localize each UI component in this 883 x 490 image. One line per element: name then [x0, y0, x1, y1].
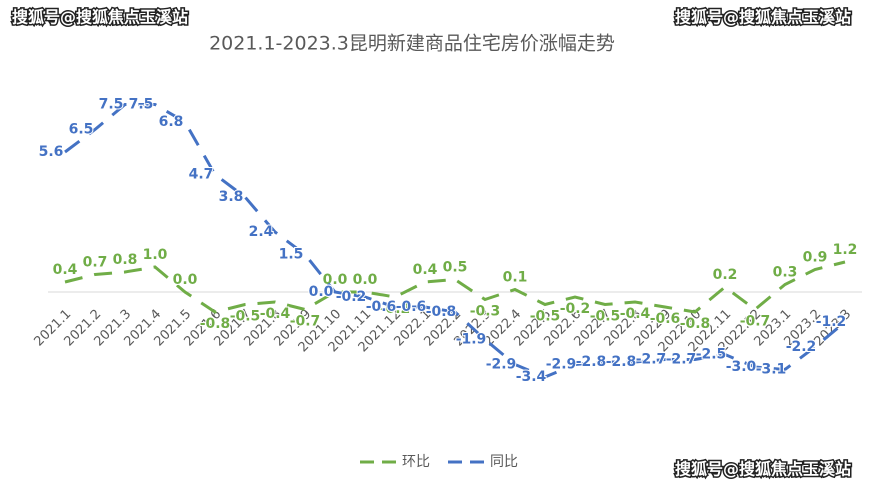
data-label: -0.7 — [290, 314, 321, 330]
data-label: -0.2 — [560, 301, 591, 317]
watermark: 搜狐号@搜狐焦点玉溪站 — [675, 8, 851, 27]
data-label: -0.5 — [590, 309, 621, 325]
data-label: -2.8 — [576, 354, 607, 370]
data-label: -3.4 — [516, 369, 547, 385]
chart-title: 2021.1-2023.3昆明新建商品住宅房价涨幅走势 — [209, 33, 615, 55]
data-label: -0.6 — [650, 311, 681, 327]
data-label: 0.0 — [353, 272, 378, 288]
data-label: 7.5 — [129, 97, 154, 113]
data-label: 1.0 — [143, 247, 168, 263]
data-label: -3.1 — [756, 362, 787, 378]
legend-label: 环比 — [402, 454, 430, 470]
data-label: -0.4 — [260, 306, 291, 322]
data-label: 2.4 — [249, 224, 274, 240]
data-label: 3.8 — [219, 189, 244, 205]
data-label: 0.2 — [713, 267, 738, 283]
data-label: 6.5 — [69, 122, 94, 138]
data-label: 5.6 — [39, 144, 64, 160]
data-label: -0.3 — [470, 304, 501, 320]
data-label: 6.8 — [159, 114, 184, 130]
data-label: -2.9 — [546, 357, 577, 373]
data-label: 0.9 — [803, 250, 828, 266]
series-line — [64, 103, 846, 379]
data-label: -0.8 — [680, 316, 711, 332]
watermark: 搜狐号@搜狐焦点玉溪站 — [675, 460, 851, 479]
data-label: -2.7 — [636, 352, 667, 368]
data-label: -0.8 — [200, 316, 231, 332]
data-label: 0.3 — [773, 265, 798, 281]
data-label: -3.0 — [726, 359, 757, 375]
data-label: -0.6 — [396, 299, 427, 315]
data-label: -2.8 — [606, 354, 637, 370]
data-label: 1.5 — [279, 247, 304, 263]
data-label: -1.2 — [816, 314, 847, 330]
data-label: 0.0 — [309, 284, 334, 300]
watermark: 搜狐号@搜狐焦点玉溪站 — [12, 8, 188, 27]
data-label: 0.1 — [503, 270, 528, 286]
data-label: -2.7 — [666, 352, 697, 368]
data-label: 0.4 — [413, 262, 438, 278]
data-label: 0.8 — [113, 252, 138, 268]
data-label: 0.0 — [173, 272, 198, 288]
data-label: -2.2 — [786, 339, 817, 355]
data-label: 0.5 — [443, 260, 468, 276]
data-label: -0.2 — [336, 289, 367, 305]
data-label: -0.7 — [740, 314, 771, 330]
data-label: -0.6 — [366, 299, 397, 315]
data-label: -0.8 — [426, 304, 457, 320]
data-label: -0.5 — [530, 309, 561, 325]
data-label: -2.5 — [696, 347, 727, 363]
data-label: -2.9 — [486, 357, 517, 373]
series-line — [64, 260, 846, 314]
data-label: -0.5 — [230, 309, 261, 325]
data-label: 1.2 — [833, 242, 858, 258]
data-label: 4.7 — [189, 167, 214, 183]
data-label: -0.4 — [620, 306, 651, 322]
legend-label: 同比 — [490, 454, 518, 470]
data-label: 0.7 — [83, 255, 108, 271]
data-label: -1.9 — [456, 332, 487, 348]
data-label: 7.5 — [99, 97, 124, 113]
data-label: 0.4 — [53, 262, 78, 278]
